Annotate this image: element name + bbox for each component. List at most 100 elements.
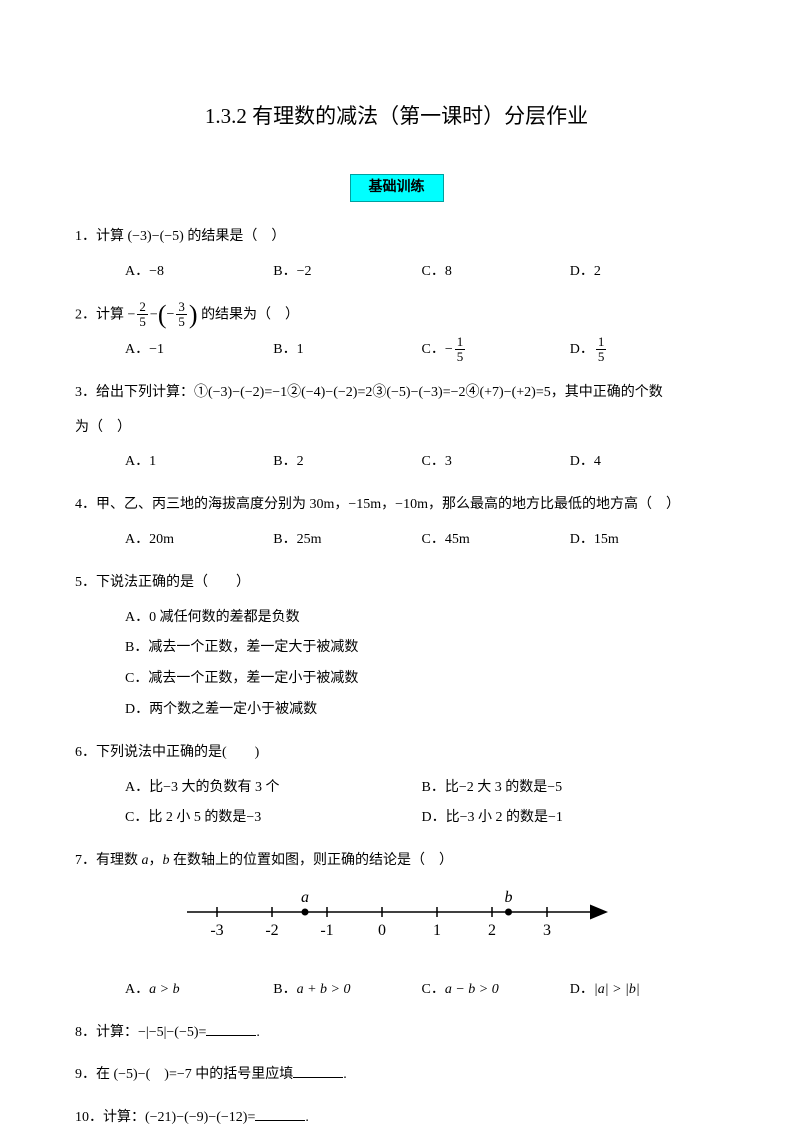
question-6: 6．下列说法中正确的是( ) A．比−3 大的负数有 3 个 B．比−2 大 3… [75, 738, 718, 834]
q8-stem: 8．计算：−|−5|−(−5)= [75, 1025, 206, 1040]
numberline-svg: -3 -2 -1 0 1 2 3 a b [177, 887, 617, 947]
q2-c-pre: C． [422, 342, 445, 357]
section-banner-label: 基础训练 [350, 174, 444, 202]
q2-d-frac: 15 [596, 335, 607, 365]
q7-numberline-container: -3 -2 -1 0 1 2 3 a b [75, 887, 718, 960]
svg-text:a: a [301, 889, 309, 906]
q7-stem: 7．有理数 a，b 在数轴上的位置如图，则正确的结论是（ ） [75, 846, 718, 877]
q4-option-d: D．15m [570, 525, 718, 556]
svg-text:-2: -2 [265, 922, 278, 939]
q7-a-pre: A． [125, 982, 149, 997]
q1-option-c: C．8 [422, 257, 570, 288]
question-5: 5．下说法正确的是（ ） A．0 减任何数的差都是负数 B．减去一个正数，差一定… [75, 568, 718, 726]
q7-var-a: a [142, 853, 149, 868]
q1-options: A．−8 B．−2 C．8 D．2 [75, 257, 718, 288]
question-2: 2．计算 −25−(−35) 的结果为（ ） A．−1 B．1 C．−15 D．… [75, 300, 718, 366]
svg-text:2: 2 [488, 922, 496, 939]
q4-options: A．20m B．25m C．45m D．15m [75, 525, 718, 556]
q2-stem-post: 的结果为（ ） [198, 307, 300, 322]
svg-text:b: b [504, 889, 512, 906]
svg-text:0: 0 [378, 922, 386, 939]
q1-option-d: D．2 [570, 257, 718, 288]
q7-option-c: C．a − b > 0 [422, 975, 570, 1006]
q5-options: A．0 减任何数的差都是负数 B．减去一个正数，差一定大于被减数 C．减去一个正… [75, 603, 718, 726]
q3-option-b: B．2 [273, 447, 421, 478]
q6-option-b: B．比−2 大 3 的数是−5 [422, 773, 719, 804]
svg-text:-3: -3 [210, 922, 223, 939]
q1-option-b: B．−2 [273, 257, 421, 288]
q5-stem: 5．下说法正确的是（ ） [75, 568, 718, 599]
q7-stem-pre: 7．有理数 [75, 853, 142, 868]
q8-tail: . [256, 1025, 260, 1040]
q7-numberline: -3 -2 -1 0 1 2 3 a b [177, 887, 617, 947]
svg-text:3: 3 [543, 922, 551, 939]
q7-options: A．a > b B．a + b > 0 C．a − b > 0 D．|a| > … [75, 975, 718, 1006]
q2-d-den: 5 [596, 350, 607, 364]
q4-option-b: B．25m [273, 525, 421, 556]
q7-var-b: b [163, 853, 170, 868]
q4-option-a: A．20m [125, 525, 273, 556]
q1-stem: 1．计算 (−3)−(−5) 的结果是（ ） [75, 222, 718, 253]
q6-option-a: A．比−3 大的负数有 3 个 [125, 773, 422, 804]
page-title: 1.3.2 有理数的减法（第一课时）分层作业 [75, 100, 718, 134]
q9-blank [293, 1064, 343, 1078]
q3-options: A．1 B．2 C．3 D．4 [75, 447, 718, 478]
q2-c-frac: 15 [455, 335, 466, 365]
question-8: 8．计算：−|−5|−(−5)=. [75, 1018, 718, 1049]
q2-c-num: 1 [455, 335, 466, 350]
q2-option-b: B．1 [273, 335, 421, 366]
q2-frac2-den: 5 [176, 315, 187, 329]
q3-option-a: A．1 [125, 447, 273, 478]
q5-option-d: D．两个数之差一定小于被减数 [125, 695, 718, 726]
q2-d-num: 1 [596, 335, 607, 350]
question-4: 4．甲、乙、丙三地的海拔高度分别为 30m，−15m，−10m，那么最高的地方比… [75, 490, 718, 556]
q3-stem2: 为（ ） [75, 413, 718, 444]
q6-option-d: D．比−3 小 2 的数是−1 [422, 803, 719, 834]
q5-option-b: B．减去一个正数，差一定大于被减数 [125, 633, 718, 664]
q6-options: A．比−3 大的负数有 3 个 B．比−2 大 3 的数是−5 C．比 2 小 … [75, 773, 718, 835]
q8-blank [206, 1022, 256, 1036]
q10-tail: . [305, 1110, 309, 1125]
q6-stem: 6．下列说法中正确的是( ) [75, 738, 718, 769]
question-1: 1．计算 (−3)−(−5) 的结果是（ ） A．−8 B．−2 C．8 D．2 [75, 222, 718, 288]
q7-option-a: A．a > b [125, 975, 273, 1006]
q3-option-d: D．4 [570, 447, 718, 478]
q7-c-expr: a − b > 0 [445, 982, 499, 997]
q7-option-d: D．|a| > |b| [570, 975, 718, 1006]
q4-option-c: C．45m [422, 525, 570, 556]
q9-tail: . [343, 1067, 347, 1082]
question-10: 10．计算：(−21)−(−9)−(−12)=. [75, 1103, 718, 1134]
svg-text:-1: -1 [320, 922, 333, 939]
q7-d-expr: |a| > |b| [594, 982, 640, 997]
q7-b-pre: B． [273, 982, 296, 997]
q2-option-d: D．15 [570, 335, 718, 366]
q7-b-expr: a + b > 0 [297, 982, 351, 997]
q2-frac1: 25 [137, 300, 148, 330]
q2-frac1-num: 2 [137, 300, 148, 315]
q7-option-b: B．a + b > 0 [273, 975, 421, 1006]
q7-stem-mid1: ， [149, 853, 163, 868]
q2-frac2-num: 3 [176, 300, 187, 315]
question-3: 3．给出下列计算：①(−3)−(−2)=−1②(−4)−(−2)=2③(−5)−… [75, 378, 718, 478]
q2-option-c: C．−15 [422, 335, 570, 366]
q2-frac1-den: 5 [137, 315, 148, 329]
left-paren: ( [158, 302, 167, 328]
q7-d-pre: D． [570, 982, 594, 997]
q7-c-pre: C． [422, 982, 445, 997]
q9-stem: 9．在 (−5)−( )=−7 中的括号里应填 [75, 1067, 293, 1082]
q2-options: A．−1 B．1 C．−15 D．15 [75, 335, 718, 366]
q1-option-a: A．−8 [125, 257, 273, 288]
question-7: 7．有理数 a，b 在数轴上的位置如图，则正确的结论是（ ） -3 -2 -1 0 1 2… [75, 846, 718, 1005]
svg-text:1: 1 [433, 922, 441, 939]
q2-stem-pre: 2．计算 [75, 307, 128, 322]
q10-stem: 10．计算：(−21)−(−9)−(−12)= [75, 1110, 255, 1125]
q5-option-a: A．0 减任何数的差都是负数 [125, 603, 718, 634]
q2-stem: 2．计算 −25−(−35) 的结果为（ ） [75, 300, 718, 331]
question-9: 9．在 (−5)−( )=−7 中的括号里应填. [75, 1060, 718, 1091]
right-paren: ) [189, 302, 198, 328]
q5-option-c: C．减去一个正数，差一定小于被减数 [125, 664, 718, 695]
q2-c-den: 5 [455, 350, 466, 364]
q3-option-c: C．3 [422, 447, 570, 478]
q2-paren-group: (−35) [158, 300, 198, 331]
q4-stem: 4．甲、乙、丙三地的海拔高度分别为 30m，−15m，−10m，那么最高的地方比… [75, 490, 718, 521]
